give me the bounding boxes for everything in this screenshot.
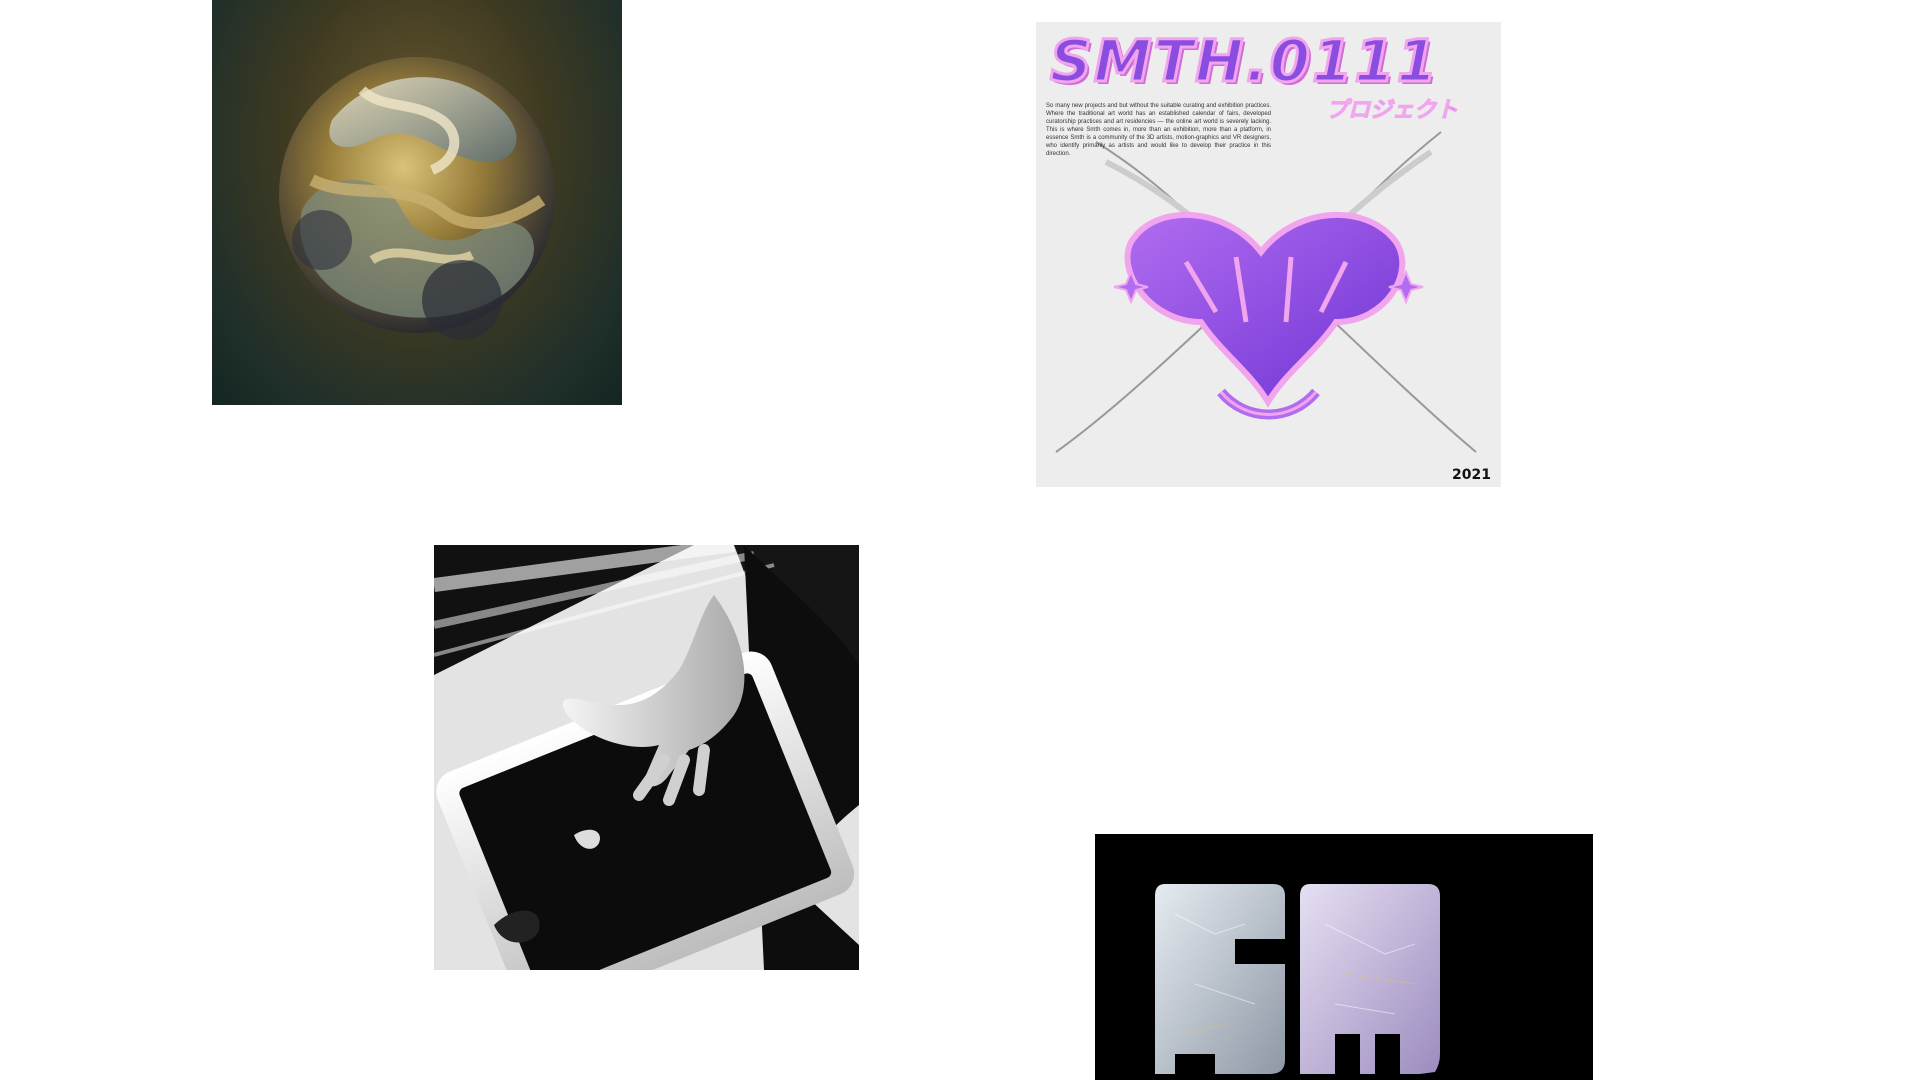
gallery-item-poster[interactable]: SMTH.0111 プロジェクト So many new projects an… bbox=[1036, 22, 1501, 487]
organic-sphere-artwork bbox=[279, 57, 555, 340]
ice-letters-artwork bbox=[1095, 834, 1593, 1080]
gallery-item-hand[interactable] bbox=[434, 545, 859, 970]
poster-title: SMTH.0111 bbox=[1048, 27, 1440, 95]
poster-year: 2021 bbox=[1452, 467, 1491, 483]
gallery-item-ice[interactable] bbox=[1095, 834, 1593, 1080]
poster-subtitle: プロジェクト bbox=[1325, 98, 1459, 124]
gallery-item-sphere[interactable] bbox=[212, 0, 622, 405]
hand-tablet-artwork bbox=[434, 545, 859, 970]
butterfly-emblem-graphic bbox=[1055, 131, 1477, 453]
poster-body-text: So many new projects and but without the… bbox=[1046, 103, 1271, 157]
